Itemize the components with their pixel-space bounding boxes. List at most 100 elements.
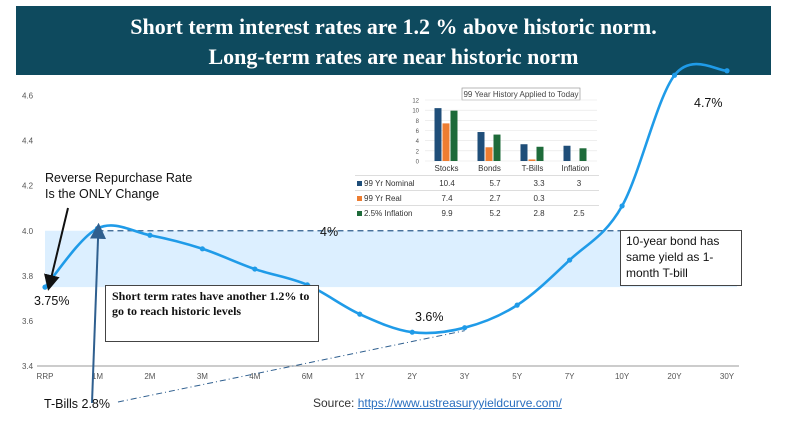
- data-point: [199, 246, 205, 252]
- inset-y-tick: 10: [412, 109, 419, 115]
- real-swatch: [357, 195, 362, 201]
- inset-bar: [442, 123, 450, 161]
- inset-x-label: Bonds: [478, 164, 501, 173]
- history-bar-chart: 99 Year History Applied to Today 0 2 4 6 8 10 1…: [412, 87, 597, 173]
- x-tick-label: 5Y: [512, 372, 522, 381]
- inset-bar: [493, 134, 501, 161]
- inset-bar: [563, 145, 571, 161]
- legend-label: 99 Yr Real: [364, 193, 402, 203]
- nominal-swatch: [357, 180, 362, 186]
- title-banner: Short term interest rates are 1.2 % abov…: [16, 6, 771, 75]
- history-inset: 99 Year History Applied to Today 0 2 4 6 8 10 1…: [353, 86, 599, 225]
- x-tick-label: 3Y: [460, 372, 470, 381]
- y-tick-label: 3.4: [22, 362, 34, 371]
- cell: 2.5: [559, 205, 599, 220]
- inset-x-label: Stocks: [434, 164, 458, 173]
- source-note: Source: https://www.ustreasuryyieldcurve…: [313, 396, 562, 410]
- cell: 2.8: [519, 205, 559, 220]
- data-point: [462, 325, 468, 331]
- inset-y-tick: 4: [416, 139, 420, 145]
- inset-bar: [434, 108, 442, 161]
- x-tick-label: 2Y: [407, 372, 417, 381]
- legend-inflation: 2.5% Inflation: [355, 205, 423, 220]
- legend-nominal: 99 Yr Nominal: [355, 175, 423, 191]
- inset-y-tick: 0: [416, 160, 420, 166]
- short-term-note-box: Short term rates have another 1.2% to go…: [105, 285, 319, 342]
- thirty-year-value-label: 4.7%: [694, 96, 723, 110]
- inset-bar: [477, 132, 485, 161]
- rrp-value-label: 3.75%: [34, 294, 70, 308]
- x-tick-label: 10Y: [615, 372, 630, 381]
- cell: 7.4: [423, 190, 471, 206]
- data-point: [514, 302, 520, 308]
- inset-title: 99 Year History Applied to Today: [463, 90, 578, 99]
- x-tick-label: 1Y: [355, 372, 365, 381]
- y-tick-label: 4.2: [22, 182, 34, 191]
- inset-x-label: T-Bills: [522, 164, 544, 173]
- short-term-note-text: Short term rates have another 1.2% to go…: [112, 289, 310, 318]
- inflation-swatch: [357, 210, 362, 216]
- history-data-table: 99 Yr Nominal 10.4 5.7 3.3 3 99 Yr Real …: [355, 175, 599, 220]
- x-tick-label: 7Y: [565, 372, 575, 381]
- x-tick-label: 3M: [197, 372, 208, 381]
- x-tick-label: 30Y: [720, 372, 735, 381]
- cell: 0.3: [519, 190, 559, 206]
- ten-year-note-text: 10-year bond has same yield as 1-month T…: [626, 234, 720, 280]
- inset-x-label: Inflation: [561, 164, 589, 173]
- x-tick-label: 1M: [92, 372, 103, 381]
- x-tick-label: 2M: [144, 372, 155, 381]
- title-line-2: Long-term rates are near historic norm: [208, 44, 579, 69]
- data-point: [42, 284, 48, 290]
- inset-bar: [536, 146, 544, 161]
- y-tick-label: 4.0: [22, 227, 34, 236]
- inset-y-tick: 12: [412, 99, 419, 105]
- x-tick-label: 4M: [249, 372, 260, 381]
- cell: [559, 190, 599, 206]
- source-link[interactable]: https://www.ustreasuryyieldcurve.com/: [357, 396, 562, 410]
- tbills-label: T-Bills 2.8%: [44, 397, 110, 411]
- legend-label: 99 Yr Nominal: [364, 178, 415, 188]
- x-tick-label: 6M: [302, 372, 313, 381]
- x-tick-label: 20Y: [667, 372, 682, 381]
- legend-label: 2.5% Inflation: [364, 208, 413, 218]
- yield-curve-line: [44, 62, 728, 335]
- tbill-arrow: [90, 222, 107, 404]
- cell: 5.2: [471, 205, 519, 220]
- cell: 2.7: [471, 190, 519, 206]
- inset-bar: [450, 110, 458, 161]
- four-percent-label: 4%: [320, 225, 339, 239]
- table-row: 2.5% Inflation 9.9 5.2 2.8 2.5: [355, 205, 599, 220]
- ten-year-note-box: 10-year bond has same yield as 1-month T…: [620, 230, 742, 286]
- reverse-repo-label-1: Reverse Repurchase Rate: [45, 171, 193, 185]
- legend-real: 99 Yr Real: [355, 190, 423, 206]
- y-tick-label: 3.8: [22, 272, 34, 281]
- y-tick-label: 4.4: [22, 137, 34, 146]
- two-year-value-label: 3.6%: [415, 310, 444, 324]
- source-prefix: Source:: [313, 396, 358, 410]
- y-tick-label: 3.6: [22, 317, 34, 326]
- title-line-1: Short term interest rates are 1.2 % abov…: [130, 14, 657, 39]
- data-point: [357, 311, 363, 317]
- cell: 3.3: [519, 175, 559, 191]
- data-point: [567, 257, 573, 263]
- x-tick-label: RRP: [37, 372, 54, 381]
- inset-bar: [528, 159, 536, 161]
- table-row: 99 Yr Real 7.4 2.7 0.3: [355, 190, 599, 206]
- cell: 9.9: [423, 205, 471, 220]
- data-point: [147, 232, 153, 238]
- reverse-repo-arrow: [44, 207, 69, 291]
- inset-y-tick: 8: [416, 119, 420, 125]
- inset-bar: [579, 148, 587, 161]
- table-row: 99 Yr Nominal 10.4 5.7 3.3 3: [355, 175, 599, 191]
- data-point: [619, 203, 625, 209]
- data-point: [409, 329, 415, 335]
- cell: 5.7: [471, 175, 519, 191]
- data-point: [252, 266, 258, 272]
- inset-y-tick: 6: [416, 129, 420, 135]
- inset-bar: [520, 144, 528, 161]
- y-tick-label: 4.6: [22, 92, 34, 101]
- inset-bar: [485, 147, 493, 161]
- data-point: [724, 68, 730, 74]
- cell: 10.4: [423, 175, 471, 191]
- inset-y-tick: 2: [416, 149, 420, 155]
